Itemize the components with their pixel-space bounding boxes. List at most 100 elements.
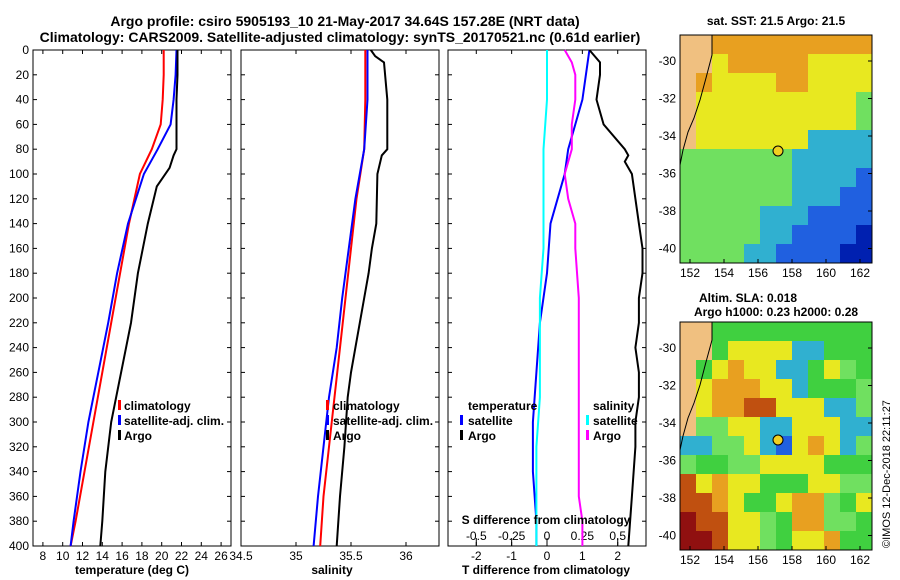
map-cell xyxy=(808,225,825,245)
map-cell xyxy=(712,92,729,112)
x-tick-label: 8 xyxy=(40,549,47,563)
depth-tick-label: 340 xyxy=(9,465,29,479)
map-cell xyxy=(728,398,745,418)
salinity-series xyxy=(312,49,389,547)
legend-argo: Argo xyxy=(124,429,152,443)
map-cell xyxy=(728,35,745,55)
depth-tick-label: 60 xyxy=(16,117,30,131)
argo-float-marker xyxy=(772,434,784,446)
map-cell xyxy=(760,35,777,55)
map-cell xyxy=(840,244,857,264)
legend-salinity-title: salinity xyxy=(593,399,635,413)
map-cell xyxy=(760,73,777,93)
map-cell xyxy=(760,54,777,74)
x-tick-label: 20 xyxy=(155,549,169,563)
lat-tick-label: -40 xyxy=(659,529,677,543)
title-line-2: Climatology: CARS2009. Satellite-adjuste… xyxy=(40,29,641,45)
lat-tick-label: -40 xyxy=(659,242,677,256)
map-cell xyxy=(728,111,745,131)
x-tick-label: -1 xyxy=(506,549,517,563)
map-cell xyxy=(728,225,745,245)
map-cell xyxy=(712,322,729,342)
map-cell xyxy=(744,206,761,226)
sla-map-cells xyxy=(680,322,873,551)
map-cell xyxy=(696,531,713,551)
sst-map-cells xyxy=(680,35,873,264)
lon-tick-label: 156 xyxy=(748,553,768,567)
map-cell xyxy=(792,130,809,150)
map-cell xyxy=(856,130,873,150)
map-cell xyxy=(792,493,809,513)
map-cell xyxy=(696,225,713,245)
x-tick-label: 2 xyxy=(614,549,621,563)
map-cell xyxy=(856,360,873,380)
map-cell xyxy=(744,379,761,399)
map-cell xyxy=(824,206,841,226)
map-cell xyxy=(792,531,809,551)
map-cell xyxy=(776,130,793,150)
x-tick-label: -2 xyxy=(471,549,482,563)
map-cell xyxy=(776,187,793,207)
map-cell xyxy=(744,436,761,456)
map-cell xyxy=(728,379,745,399)
map-cell xyxy=(840,417,857,437)
map-cell xyxy=(856,531,873,551)
legend-mark-t-argo xyxy=(460,430,463,440)
depth-tick-label: 20 xyxy=(16,68,30,82)
argo-float-marker xyxy=(772,145,784,157)
map-cell xyxy=(808,322,825,342)
map-cell xyxy=(776,244,793,264)
depth-tick-label: 200 xyxy=(9,291,29,305)
map-cell xyxy=(760,244,777,264)
legend-mark-argo xyxy=(326,430,329,440)
map-cell xyxy=(776,493,793,513)
depth-tick-label: 140 xyxy=(9,217,29,231)
temperature-axis: 8 10 12 14 16 18 20 22 24 26 xyxy=(40,50,228,563)
map-cell xyxy=(808,111,825,131)
map-cell xyxy=(728,54,745,74)
series-line-t-satellite xyxy=(531,49,591,546)
x-tick-label: 14 xyxy=(96,549,110,563)
map-cell xyxy=(760,360,777,380)
map-cell xyxy=(840,455,857,475)
map-cell xyxy=(760,455,777,475)
x-tick-label: 35 xyxy=(289,549,303,563)
map-cell xyxy=(760,474,777,494)
title-line-1: Argo profile: csiro 5905193_10 21-May-20… xyxy=(110,13,579,29)
map-cell xyxy=(840,474,857,494)
map-cell xyxy=(856,54,873,74)
map-cell xyxy=(696,111,713,131)
series-line-climatology xyxy=(69,50,165,547)
map-cell xyxy=(728,168,745,188)
sla-map-frame xyxy=(679,321,873,551)
map-cell xyxy=(840,360,857,380)
map-cell xyxy=(696,244,713,264)
lat-tick-label: -38 xyxy=(659,491,677,505)
map-cell xyxy=(808,531,825,551)
legend-mark-climatology xyxy=(118,400,121,410)
depth-tick-label: 180 xyxy=(9,266,29,280)
temperature-panel: 0204060801001201401601802002202402602803… xyxy=(9,43,646,577)
map-cell xyxy=(680,168,697,188)
depth-tick-label: 220 xyxy=(9,316,29,330)
map-cell xyxy=(792,436,809,456)
lat-tick-label: -34 xyxy=(659,416,677,430)
depth-tick-label: 160 xyxy=(9,241,29,255)
map-cell xyxy=(808,206,825,226)
map-cell xyxy=(840,149,857,169)
map-cell xyxy=(856,512,873,532)
series-line-argo xyxy=(335,49,389,547)
map-cell xyxy=(856,168,873,188)
map-cell xyxy=(840,436,857,456)
legend-mark-t-satellite xyxy=(460,415,463,425)
map-cell xyxy=(808,54,825,74)
map-cell xyxy=(760,130,777,150)
map-cell xyxy=(856,322,873,342)
map-cell xyxy=(712,244,729,264)
salinity-axis: 34.5 35 35.5 36 xyxy=(229,50,413,563)
legend-climatology: climatology xyxy=(124,399,191,413)
map-cell xyxy=(792,455,809,475)
map-cell xyxy=(840,92,857,112)
map-cell xyxy=(808,35,825,55)
